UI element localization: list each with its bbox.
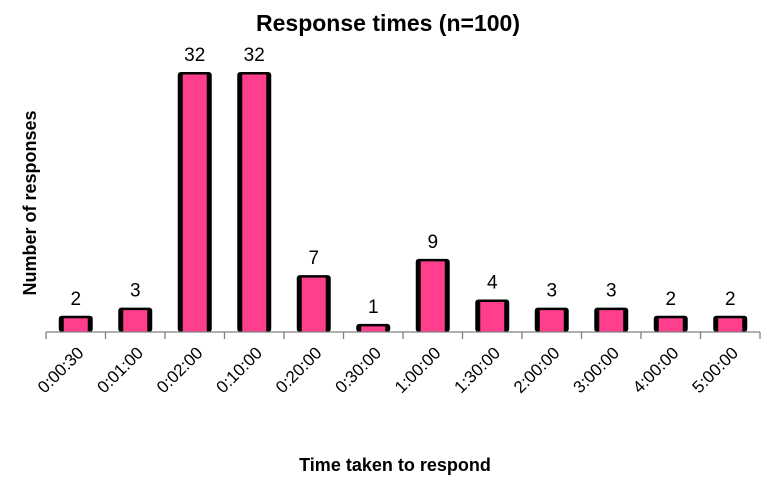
value-label: 3 xyxy=(606,281,617,302)
bar xyxy=(356,323,391,332)
bar xyxy=(118,307,153,332)
x-tick-label: 4:00:00 xyxy=(629,343,683,397)
value-label: 7 xyxy=(308,248,319,269)
x-tick-label: 2:00:00 xyxy=(510,343,564,397)
bar xyxy=(534,307,569,332)
bar xyxy=(415,258,450,332)
y-axis-title: Number of responses xyxy=(20,110,40,295)
x-tick-label: 1:00:00 xyxy=(391,343,445,397)
bars-layer xyxy=(58,72,748,332)
x-tick-label: 5:00:00 xyxy=(689,343,743,397)
bar xyxy=(296,275,331,332)
bar-face xyxy=(63,318,88,332)
bar xyxy=(653,315,688,332)
x-tick-label: 0:00:30 xyxy=(34,343,88,397)
x-tick-label: 0:02:00 xyxy=(153,343,207,397)
value-label: 32 xyxy=(244,45,265,66)
bar-face xyxy=(123,310,148,332)
bar-face xyxy=(539,310,564,332)
value-label: 2 xyxy=(665,289,676,310)
bar-face xyxy=(361,326,386,332)
bar xyxy=(177,72,212,332)
bar-face xyxy=(658,318,683,332)
value-label: 3 xyxy=(546,281,557,302)
x-axis-title: Time taken to respond xyxy=(299,455,491,475)
bar xyxy=(713,315,748,332)
value-label: 32 xyxy=(184,45,205,66)
bar xyxy=(237,72,272,332)
bar-face xyxy=(301,277,326,332)
value-label: 1 xyxy=(368,297,379,318)
chart-title: Response times (n=100) xyxy=(256,10,520,36)
x-tick-label: 0:01:00 xyxy=(94,343,148,397)
bar-face xyxy=(242,74,267,332)
value-label: 3 xyxy=(130,281,141,302)
value-label: 2 xyxy=(725,289,736,310)
value-label: 4 xyxy=(487,273,498,294)
bar xyxy=(58,315,93,332)
value-label: 2 xyxy=(70,289,81,310)
x-tick-label: 0:20:00 xyxy=(272,343,326,397)
x-tick-label: 3:00:00 xyxy=(570,343,624,397)
bar-face xyxy=(599,310,624,332)
bar xyxy=(594,307,629,332)
x-tick-label: 0:30:00 xyxy=(332,343,386,397)
x-tick-label: 0:10:00 xyxy=(213,343,267,397)
bar-face xyxy=(718,318,743,332)
bar-face xyxy=(182,74,207,332)
bar-face xyxy=(480,302,505,332)
bar xyxy=(475,299,510,332)
bar-face xyxy=(420,261,445,332)
x-tick-label: 1:30:00 xyxy=(451,343,505,397)
x-ticks-layer: 0:00:30 0:01:00 0:02:00 0:10:00 0:20:00 0:30:… xyxy=(34,332,761,397)
value-label: 9 xyxy=(427,232,438,253)
